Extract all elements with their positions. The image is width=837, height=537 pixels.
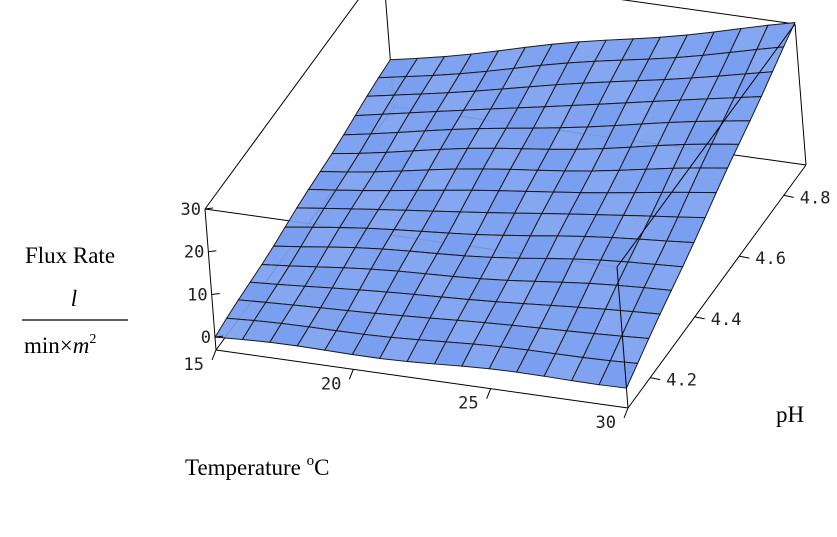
box-edge-right-bottom: [627, 164, 807, 409]
x-tick-mark: [623, 407, 629, 419]
y-tick-label: 4.4: [711, 310, 742, 330]
y-tick-mark: [694, 316, 705, 320]
box-edge-front-vertical: [616, 266, 629, 409]
axis-ticks: 15 20 25 30 4.2 4.4 4.6 4.8 0 10 20 30: [181, 188, 831, 433]
zlabel-numerator: l: [71, 286, 77, 311]
x-tick-mark: [211, 349, 217, 361]
z-tick-label: 20: [184, 243, 204, 263]
y-tick-mark: [739, 255, 750, 259]
z-tick-mark: [214, 335, 224, 338]
flux-surface: [214, 21, 796, 389]
y-tick-label: 4.6: [755, 249, 786, 269]
z-tick-mark: [208, 250, 217, 253]
ylabel: pH: [776, 402, 804, 427]
zlabel-denominator: min×m2: [24, 332, 96, 358]
box-edge-right-vertical: [794, 23, 807, 166]
x-tick-label: 25: [458, 394, 478, 414]
x-tick-label: 30: [596, 413, 616, 433]
box-edge-left-vertical: [204, 208, 217, 351]
box-edge-front-bottom: [215, 349, 629, 409]
box-edge-top-left: [204, 0, 359, 210]
z-tick-label: 30: [181, 200, 201, 220]
y-tick-mark: [783, 194, 794, 198]
z-tick-mark: [204, 207, 214, 210]
y-tick-label: 4.8: [800, 188, 831, 208]
box-edge-top-right: [616, 23, 796, 268]
x-tick-mark: [486, 388, 492, 399]
z-tick-label: 0: [201, 328, 211, 348]
surface-patch: [214, 317, 255, 340]
xlabel: Temperature oC: [185, 453, 329, 480]
x-tick-label: 15: [184, 355, 204, 375]
box-edge-top-back: [620, 0, 796, 25]
x-tick-label: 20: [321, 374, 341, 394]
zlabel-title: Flux Rate: [25, 243, 115, 268]
bounding-box-front: [215, 23, 807, 409]
z-tick-mark: [211, 292, 220, 295]
y-tick-label: 4.2: [666, 371, 697, 391]
y-tick-mark: [650, 377, 661, 381]
z-tick-label: 10: [187, 285, 207, 305]
x-tick-mark: [348, 369, 354, 380]
